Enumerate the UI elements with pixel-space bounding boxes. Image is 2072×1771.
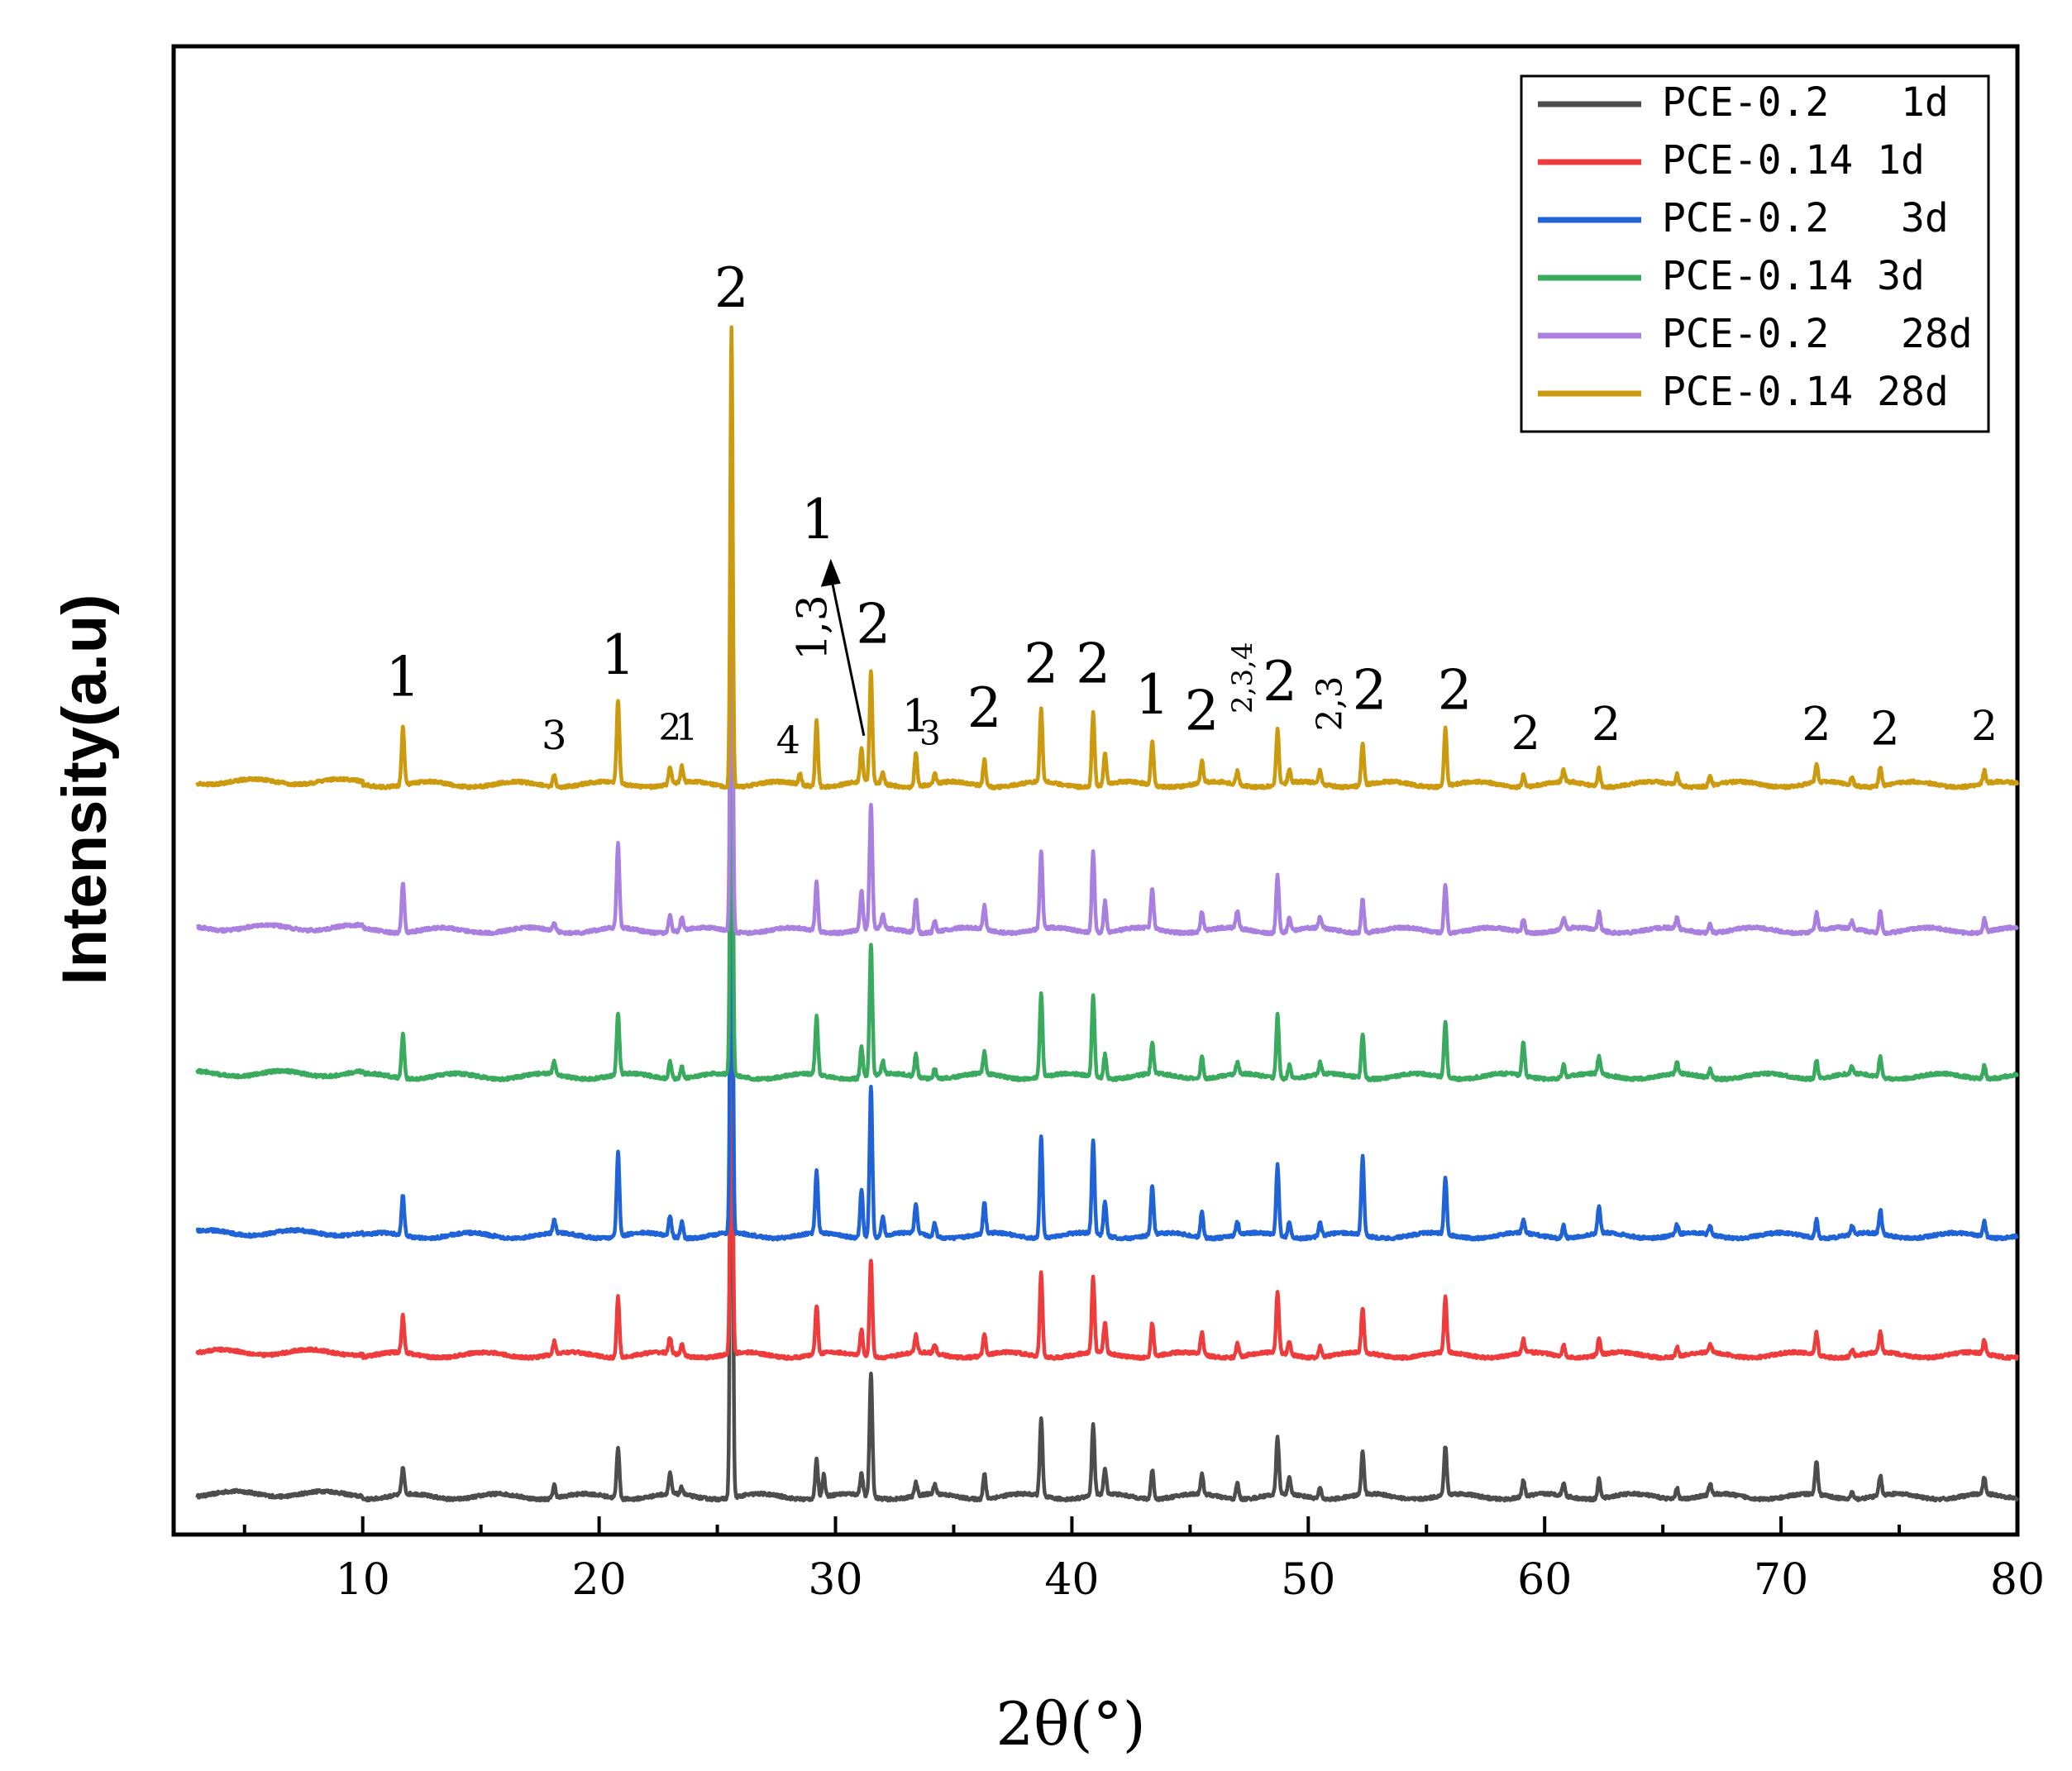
x-tick-label: 70 [1754, 1555, 1808, 1605]
legend-label: PCE-0.14 28d [1662, 369, 1949, 415]
peak-label: 2 [1971, 702, 1998, 750]
peak-label: 2 [1592, 698, 1621, 752]
series-line-3 [195, 534, 2019, 1083]
peak-label: 2 [1353, 659, 1387, 723]
series-line-0 [195, 857, 2020, 1503]
x-tick-label: 40 [1044, 1555, 1099, 1605]
peak-label: 2,3,4 [1226, 642, 1259, 714]
peak-label: 1 [385, 646, 420, 709]
series-line-5 [195, 325, 2020, 790]
series-line-2 [195, 699, 2019, 1242]
peak-label: 2,3 [1310, 676, 1350, 732]
x-axis-title: 2θ(°) [995, 1689, 1145, 1759]
series-line-4 [195, 435, 2019, 937]
peak-label: 2 [856, 592, 890, 656]
x-tick-label: 80 [1990, 1555, 2045, 1605]
legend-label: PCE-0.14 1d [1662, 137, 1925, 184]
legend: PCE-0.2 1d PCE-0.14 1d PCE-0.2 3d PCE-0.14 … [1520, 74, 1990, 433]
peak-label: 2 [714, 256, 749, 320]
legend-label: PCE-0.2 28d [1662, 311, 1973, 357]
arrow-label: 1 [801, 488, 836, 551]
x-tick-label: 30 [808, 1555, 862, 1605]
peak-label: 1 [902, 690, 930, 742]
peak-label: 3 [919, 715, 940, 753]
peak-label: 1 [1135, 663, 1170, 727]
x-tick-label: 60 [1517, 1555, 1572, 1605]
peak-label: 2 [1076, 632, 1110, 696]
x-tick-label: 10 [336, 1555, 390, 1605]
legend-label: PCE-0.14 3d [1662, 253, 1925, 299]
series-layer [195, 325, 2020, 1503]
peak-label: 2 [658, 707, 681, 749]
peak-label: 4 [776, 718, 800, 762]
x-tick-label: 50 [1281, 1555, 1335, 1605]
peak-label: 1,3 [788, 594, 836, 661]
y-axis-title: Intensity(a.u) [50, 594, 120, 986]
peak-label: 3 [542, 713, 567, 759]
peak-label: 2 [967, 676, 1002, 740]
arrow-line [829, 575, 866, 737]
peak-label: 2 [1438, 659, 1473, 723]
legend-label: PCE-0.2 3d [1662, 195, 1949, 241]
x-tick-label: 20 [572, 1555, 627, 1605]
peak-label: 2 [1870, 703, 1900, 757]
peak-label: 2 [1511, 707, 1541, 761]
peak-label: 2 [1024, 632, 1058, 696]
series-line-1 [195, 979, 2019, 1362]
peak-label: 2 [1802, 698, 1831, 752]
peak-label: 1 [675, 707, 698, 749]
peak-label: 2 [1263, 650, 1297, 714]
legend-box [1520, 74, 1990, 433]
peak-label: 2 [1185, 679, 1220, 742]
legend-label: PCE-0.2 1d [1662, 79, 1949, 126]
arrow-head [820, 558, 841, 587]
x-axis: 10 20 30 40 50 60 70 80 [242, 1516, 2045, 1605]
peak-label: 1 [600, 623, 635, 687]
